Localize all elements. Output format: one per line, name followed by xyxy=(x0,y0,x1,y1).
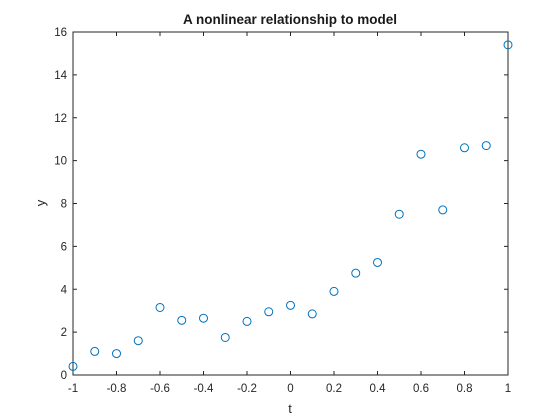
y-tick-label: 0 xyxy=(61,370,67,382)
data-point xyxy=(416,149,426,159)
y-tick-label: 14 xyxy=(54,70,67,82)
y-tick-label: 10 xyxy=(54,156,67,168)
y-tick-label: 4 xyxy=(61,284,68,296)
x-tick-label: -1 xyxy=(68,383,78,395)
data-point xyxy=(133,336,143,346)
data-point xyxy=(438,205,448,215)
x-tick-label: -0.2 xyxy=(237,383,257,395)
data-point xyxy=(68,361,78,371)
x-axis: -1 -0.8 -0.6 -0.4 -0.2 0 0.2 0.4 0.6 0.8 1 xyxy=(68,32,511,395)
x-tick-label: 0.2 xyxy=(326,383,342,395)
data-point xyxy=(177,315,187,325)
data-point xyxy=(155,302,165,312)
data-point xyxy=(481,141,491,151)
data-point xyxy=(220,332,230,342)
data-point xyxy=(460,143,469,153)
x-tick-label: 0.6 xyxy=(413,383,429,395)
y-tick-label: 8 xyxy=(61,199,67,211)
x-tick-label: -0.4 xyxy=(194,383,214,395)
y-tick-label: 6 xyxy=(61,241,67,253)
x-tick-label: 1 xyxy=(505,383,511,395)
x-tick-label: -0.8 xyxy=(107,383,127,395)
data-points xyxy=(68,40,513,371)
data-point xyxy=(329,286,339,296)
data-point xyxy=(199,313,208,323)
y-axis: 0 2 4 6 8 10 12 14 16 xyxy=(54,27,508,382)
x-tick-label: 0.4 xyxy=(370,383,387,395)
data-point xyxy=(503,40,513,50)
data-point xyxy=(286,300,295,310)
data-point xyxy=(307,309,317,319)
data-point xyxy=(373,257,382,267)
data-point xyxy=(90,346,100,356)
chart-title: A nonlinear relationship to model xyxy=(183,12,397,27)
x-tick-label: -0.6 xyxy=(150,383,170,395)
x-axis-label: t xyxy=(288,401,292,416)
y-tick-label: 2 xyxy=(61,327,67,339)
x-tick-label: 0.8 xyxy=(457,383,473,395)
plot-area xyxy=(72,31,509,376)
data-point xyxy=(112,349,121,359)
data-point xyxy=(264,307,274,317)
y-tick-label: 16 xyxy=(54,27,67,39)
y-tick-label: 12 xyxy=(54,113,67,125)
data-point xyxy=(351,268,361,278)
x-tick-label: 0 xyxy=(287,383,293,395)
data-point xyxy=(242,316,252,326)
y-axis-label: y xyxy=(33,199,48,206)
data-point xyxy=(394,209,404,219)
